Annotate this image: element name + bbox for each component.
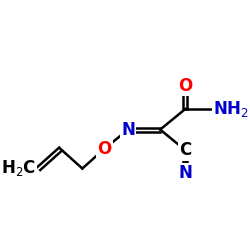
Text: N: N bbox=[121, 120, 135, 138]
Text: N: N bbox=[178, 164, 192, 182]
Text: H$_2$C: H$_2$C bbox=[2, 158, 36, 178]
Text: C: C bbox=[179, 141, 192, 159]
Text: O: O bbox=[178, 77, 192, 95]
Text: NH$_2$: NH$_2$ bbox=[213, 99, 248, 119]
Text: O: O bbox=[97, 140, 111, 158]
